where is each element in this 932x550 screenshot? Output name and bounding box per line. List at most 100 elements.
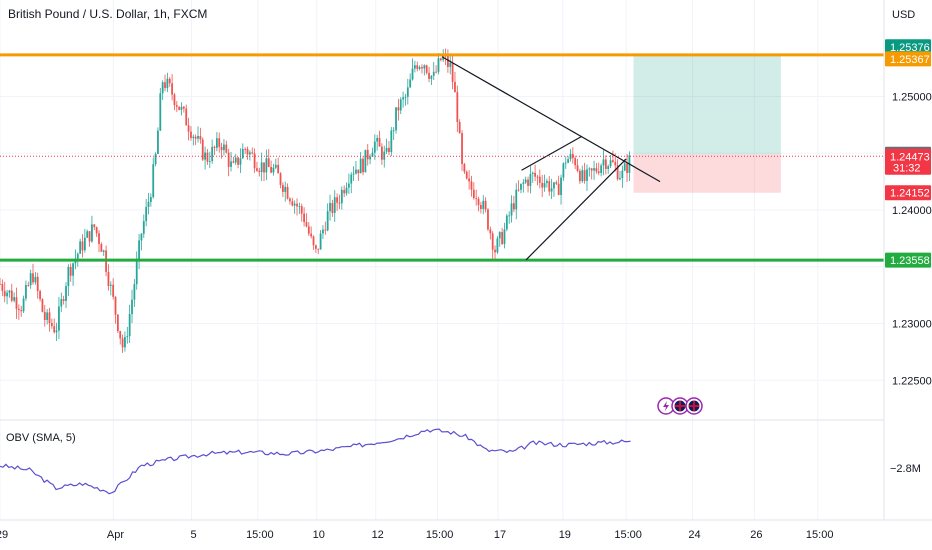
candle-body bbox=[456, 92, 459, 122]
price-tag bbox=[885, 39, 931, 55]
candle-body bbox=[621, 170, 624, 179]
candle-body bbox=[140, 233, 143, 241]
candle-body bbox=[67, 266, 70, 287]
candle-body bbox=[451, 62, 454, 82]
obv-pane[interactable]: OBV (SMA, 5) bbox=[0, 428, 631, 495]
candle-body bbox=[524, 179, 527, 183]
trendline[interactable] bbox=[521, 135, 583, 171]
candle-body bbox=[142, 221, 145, 234]
candle-body bbox=[267, 158, 270, 167]
candle-body bbox=[614, 161, 617, 166]
candle-body bbox=[423, 65, 426, 69]
candle-body bbox=[359, 158, 362, 174]
candle-body bbox=[411, 68, 414, 80]
candle-body bbox=[312, 236, 315, 246]
price-pane[interactable]: British Pound / U.S. Dollar, 1h, FXCM bbox=[0, 0, 884, 520]
y-tick-label: 1.23000 bbox=[892, 319, 932, 331]
candle-body bbox=[609, 160, 612, 167]
candle-body bbox=[534, 172, 537, 177]
candle-body bbox=[435, 71, 438, 73]
price-tag-label: 1.24473 bbox=[890, 151, 930, 163]
candle-body bbox=[83, 237, 86, 251]
candle-body bbox=[60, 299, 63, 307]
candle-body bbox=[6, 292, 8, 297]
time-axis[interactable]: 29 Apr 5 15:00 10 12 15:00 17 19 15:00 24 26 15:00 bbox=[0, 519, 932, 541]
horizontal-lines[interactable] bbox=[0, 53, 884, 262]
long-position-tool[interactable] bbox=[633, 53, 781, 193]
candle-body bbox=[399, 99, 402, 111]
candle-body bbox=[345, 187, 348, 194]
candle-body bbox=[65, 286, 67, 301]
candle-body bbox=[329, 202, 331, 212]
candle-body bbox=[133, 284, 136, 300]
price-tag bbox=[885, 51, 931, 67]
candle-body bbox=[378, 137, 381, 147]
price-tag bbox=[885, 185, 931, 201]
candle-body bbox=[166, 78, 169, 89]
candle-body bbox=[232, 161, 235, 163]
candle-body bbox=[465, 171, 468, 179]
trendline[interactable] bbox=[525, 158, 627, 261]
candle-body bbox=[206, 152, 209, 162]
candle-body bbox=[404, 96, 407, 98]
candle-body bbox=[50, 323, 53, 327]
candle-body bbox=[343, 189, 346, 194]
candle-body bbox=[553, 182, 555, 189]
candle-body bbox=[88, 231, 91, 242]
candle-body bbox=[100, 244, 103, 252]
candle-body bbox=[468, 178, 471, 182]
trendlines[interactable] bbox=[441, 56, 661, 261]
candle-body bbox=[508, 215, 511, 217]
candle-body bbox=[263, 162, 265, 173]
y-tick-label: 1.22500 bbox=[892, 375, 932, 387]
candle-body bbox=[154, 154, 157, 165]
price-axis[interactable]: USD 1.22500 1.23000 1.24000 1.25000 −2.8M 1… bbox=[883, 0, 932, 520]
candle-body bbox=[46, 312, 49, 320]
candle-body bbox=[29, 273, 32, 286]
candle-body bbox=[258, 170, 261, 173]
event-icons[interactable] bbox=[657, 397, 703, 415]
candle-body bbox=[194, 136, 197, 139]
candle-body bbox=[0, 283, 1, 285]
profit-zone[interactable] bbox=[633, 53, 781, 155]
candle-body bbox=[494, 249, 496, 253]
x-tick-label: 15:00 bbox=[614, 529, 642, 541]
candle-body bbox=[520, 183, 522, 190]
candle-body bbox=[322, 229, 324, 234]
candle-body bbox=[357, 169, 360, 174]
candle-body bbox=[81, 241, 84, 251]
candle-body bbox=[201, 139, 204, 160]
candle-body bbox=[293, 203, 296, 206]
candle-body bbox=[581, 170, 584, 182]
candle-body bbox=[482, 200, 485, 209]
x-tick-label: 17 bbox=[494, 529, 506, 541]
candle-body bbox=[289, 198, 291, 202]
candle-body bbox=[116, 314, 119, 332]
candle-body bbox=[284, 186, 287, 192]
obv-label: OBV (SMA, 5) bbox=[6, 432, 76, 444]
price-tag-label: 1.23558 bbox=[890, 255, 930, 267]
candle-body bbox=[230, 161, 232, 167]
candle-body bbox=[157, 130, 159, 155]
candle-body bbox=[135, 260, 138, 285]
x-tick-label: 15:00 bbox=[246, 529, 274, 541]
candle-body bbox=[489, 229, 492, 234]
candle-body bbox=[187, 125, 190, 132]
candle-body bbox=[531, 172, 534, 175]
candle-body bbox=[579, 170, 581, 182]
candle-body bbox=[15, 297, 18, 309]
candle-body bbox=[541, 182, 544, 188]
loss-zone[interactable] bbox=[633, 154, 781, 193]
candle-body bbox=[583, 170, 586, 181]
candle-body bbox=[107, 271, 110, 286]
price-tags: 1.253761.253671.244911.2447331:321.24152… bbox=[885, 39, 931, 268]
candle-body bbox=[91, 224, 93, 242]
candle-body bbox=[17, 308, 20, 311]
candle-body bbox=[567, 159, 570, 163]
candle-body bbox=[41, 299, 44, 312]
candle-body bbox=[421, 67, 423, 69]
candle-body bbox=[362, 158, 364, 173]
candle-body bbox=[548, 181, 551, 192]
candle-body bbox=[10, 290, 13, 301]
